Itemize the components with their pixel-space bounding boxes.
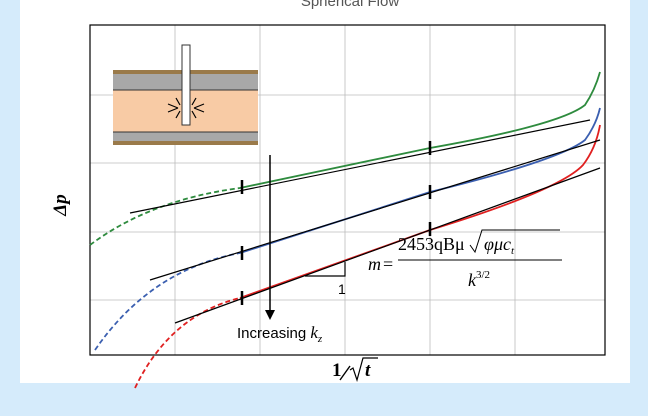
label: k xyxy=(310,323,318,342)
label: m xyxy=(368,254,381,274)
label: t xyxy=(511,245,515,257)
annotation: Increasing kz xyxy=(237,323,323,345)
slope-triangle xyxy=(305,262,346,277)
plot-frame xyxy=(89,24,606,356)
inset xyxy=(113,44,258,145)
y-label: Δp xyxy=(50,194,71,216)
tick-marks xyxy=(240,141,432,305)
label: z xyxy=(317,333,323,345)
formula-denominator: k3/2 xyxy=(468,269,490,290)
panel xyxy=(20,0,630,383)
slope-run: 1 xyxy=(338,281,346,297)
label: 3/2 xyxy=(476,269,490,281)
label: φμc xyxy=(484,234,511,254)
title: Spherical Flow xyxy=(301,0,400,10)
label: 1 xyxy=(332,360,342,381)
arrow xyxy=(265,155,275,320)
formula-radicand: φμct xyxy=(484,234,515,257)
label: 2453qBμ xyxy=(398,234,465,254)
fit-lines xyxy=(129,119,601,324)
label: k xyxy=(468,270,477,290)
label: = xyxy=(383,254,393,274)
formula: m = 2453qBμ φμct k3/2 xyxy=(368,229,562,290)
label: t xyxy=(365,360,371,381)
label: Increasing xyxy=(237,325,310,342)
x-label: 1 t xyxy=(332,357,378,383)
grid xyxy=(90,25,605,355)
curves xyxy=(89,71,601,389)
